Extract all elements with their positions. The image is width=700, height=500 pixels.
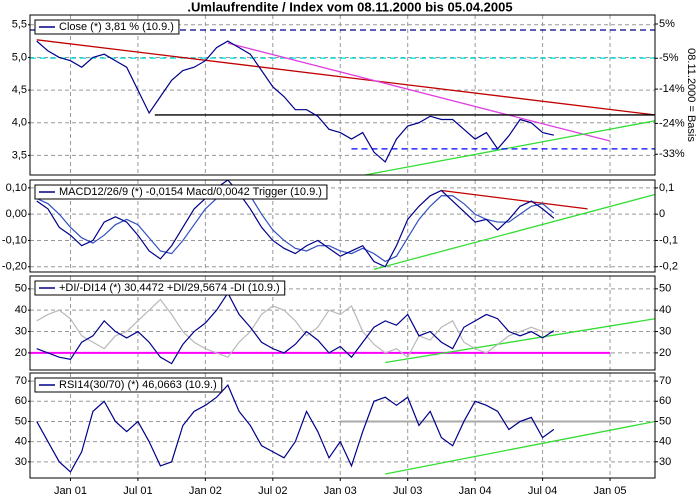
y2-tick-label: -5%	[659, 52, 679, 64]
y2-tick-label: 40	[659, 436, 671, 448]
plot-area	[30, 15, 655, 175]
y-tick-label: -0,10	[2, 234, 27, 246]
plot-frame	[29, 372, 656, 479]
y-tick-label: 3,5	[12, 149, 27, 161]
y2-tick-label: 30	[659, 456, 671, 468]
y-tick-label: 50	[15, 283, 27, 295]
plot-layer	[30, 180, 655, 272]
x-tick-label: Jul 02	[258, 485, 287, 497]
y2-tick-label: 50	[659, 283, 671, 295]
trend-line	[364, 120, 655, 175]
y-tick-label: 50	[15, 415, 27, 427]
y-tick-label: 30	[15, 325, 27, 337]
legend-box	[34, 377, 223, 393]
trend-line	[441, 189, 588, 210]
y2-tick-label: 50	[659, 415, 671, 427]
y-tick-label: 4,0	[12, 117, 27, 129]
legend-label: +DI/-DI14 (*) 30,4472 +DI/29,5674 -DI (1…	[59, 282, 280, 294]
y-tick-label: -0,20	[2, 261, 27, 273]
plot-layer	[30, 373, 655, 478]
y2-tick-label: -33%	[659, 148, 685, 160]
trend-line	[373, 193, 655, 270]
trend-line	[385, 420, 655, 475]
y2-tick-label: 0,1	[659, 182, 674, 194]
chart-title: .Umlaufrendite / Index vom 08.11.2000 bi…	[187, 0, 512, 14]
y-tick-label: 70	[15, 375, 27, 387]
legend-label: Close (*) 3,81 % (10.9.)	[59, 21, 174, 33]
series-line	[36, 40, 554, 163]
y2-tick-label: 0	[659, 208, 665, 220]
y2-tick-label: -24%	[659, 117, 685, 129]
y-tick-label: 5,5	[12, 19, 27, 31]
y-tick-label: 40	[15, 436, 27, 448]
x-tick-label: Jan 05	[594, 485, 627, 497]
series-line	[36, 291, 555, 365]
y-tick-label: 5,0	[12, 51, 27, 63]
legend-label: MACD12/26/9 (*) -0,0154 Macd/0,0042 Trig…	[59, 186, 322, 198]
trend-line	[227, 42, 611, 142]
y-tick-label: 20	[15, 347, 27, 359]
y-tick-label: 0,10	[6, 182, 27, 194]
legend-box	[34, 280, 286, 296]
plot-layer	[30, 15, 655, 175]
series-line	[36, 384, 555, 473]
y2-tick-label: 70	[659, 375, 671, 387]
series-line	[36, 298, 554, 359]
x-tick-label: Jan 02	[189, 485, 222, 497]
y2-tick-label: 5%	[659, 18, 675, 30]
series-line	[36, 180, 555, 268]
y2-tick-label: 40	[659, 304, 671, 316]
y2-tick-label: -0,2	[659, 261, 678, 273]
y2-tick-label: -14%	[659, 83, 685, 95]
y-tick-label: 4,5	[12, 84, 27, 96]
trend-line	[36, 39, 655, 116]
x-tick-label: Jul 01	[123, 485, 152, 497]
x-tick-label: Jan 03	[324, 485, 357, 497]
y2-axis-label: 08.11.2000 = Basis	[685, 48, 697, 142]
plot-frame	[29, 275, 656, 371]
x-tick-label: Jan 01	[54, 485, 87, 497]
trend-line	[385, 318, 655, 364]
legend-box	[34, 19, 180, 35]
y-tick-label: 40	[15, 304, 27, 316]
legend-label: RSI14(30/70) (*) 46,0663 (10.9.)	[59, 379, 217, 391]
plot-frame	[29, 14, 656, 176]
y-tick-label: 30	[15, 456, 27, 468]
plot-layer	[30, 276, 655, 370]
y2-tick-label: 60	[659, 395, 671, 407]
x-tick-label: Jul 03	[393, 485, 422, 497]
series-line	[36, 184, 555, 263]
y-tick-label: 0,00	[6, 208, 27, 220]
y2-tick-label: -0,1	[659, 234, 678, 246]
y2-tick-label: 20	[659, 347, 671, 359]
y-tick-label: 60	[15, 395, 27, 407]
legend-box	[34, 184, 328, 200]
y2-tick-label: 30	[659, 325, 671, 337]
x-tick-label: Jul 04	[528, 485, 557, 497]
plot-frame	[29, 179, 656, 273]
x-tick-label: Jan 04	[459, 485, 492, 497]
